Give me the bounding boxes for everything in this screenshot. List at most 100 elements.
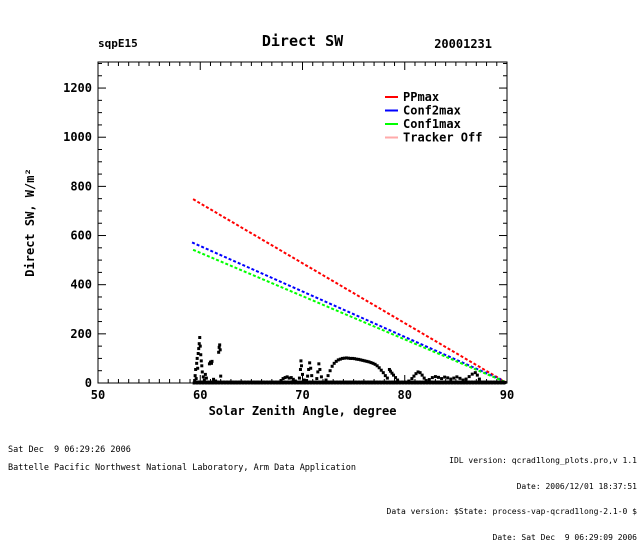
scatter-point [315,377,319,381]
scatter-point [194,367,198,371]
scatter-point [287,376,291,380]
y-axis-title: Direct SW, W/m² [23,168,37,276]
scatter-point [412,374,416,378]
scatter-point [326,374,330,378]
scatter-point [319,375,323,379]
scatter-point [310,374,314,378]
footer-provenance-block: IDL version: qcrad1long_plots.pro,v 1.1 … [200,440,637,551]
scatter-point [418,371,422,375]
site-facility-label: sqpE15 [98,37,138,50]
footer-idl-version: IDL version: qcrad1long_plots.pro,v 1.1 [449,456,637,465]
scatter-point [299,364,303,368]
scatter-point [299,359,303,363]
scatter-point [336,358,340,362]
scatter-point [449,377,453,381]
series-line-conf2max [191,241,503,381]
scatter-point [440,377,444,381]
scatter-point [218,343,222,347]
scatter-point [430,376,434,380]
scatter-point [194,377,198,381]
scatter-point [219,374,223,378]
y-tick-label: 200 [70,327,92,341]
scatter-point [375,364,379,368]
scatter-point [385,376,389,380]
scatter-point [334,359,338,363]
scatter-point [365,359,369,363]
date-stamp-label: 20001231 [434,37,492,51]
scatter-point [436,375,440,379]
scatter-point [332,361,336,365]
scatter-point [281,377,285,381]
scatter-point [383,374,387,378]
scatter-point [394,376,398,380]
scatter-point [291,377,295,381]
scatter-point [201,375,205,379]
scatter-point [317,362,321,366]
scatter-point [342,356,346,360]
series-line-conf1max [192,248,507,384]
scatter-point [301,372,304,376]
scatter-point [298,367,302,371]
scatter-point [283,376,287,380]
scatter-point [196,366,200,370]
scatter-point [357,357,361,361]
scatter-point [433,375,437,379]
scatter-point [387,367,391,371]
scatter-point [427,378,431,382]
scatter-point [209,361,213,365]
scatter-point [388,369,392,373]
scatter-point [351,356,355,360]
scatter-point [377,366,381,370]
scatter-point [390,371,394,375]
scatter-point [452,376,456,380]
scatter-point [195,356,199,360]
scatter-point [193,374,197,378]
scatter-point [217,350,221,354]
footer-process-date: Date: Sat Dec 9 06:29:09 2006 [492,532,638,542]
scatter-point [200,370,204,374]
legend-label: Conf1max [403,117,461,131]
scatter-point [396,378,400,382]
scatter-point [307,367,311,371]
scatter-point [302,378,306,382]
scatter-point [197,347,201,351]
scatter-point [458,376,462,380]
scatter-point-zero [503,381,507,385]
legend-label: Conf2max [403,104,461,118]
scatter-point [392,373,396,377]
scatter-point [473,371,477,375]
scatter-point [420,373,424,377]
scatter-point [347,356,351,360]
scatter-point [414,372,418,376]
scatter-point [369,361,373,365]
scatter-point [371,361,375,365]
scatter-point [353,357,357,361]
x-tick-label: 80 [398,388,412,402]
scatter-point [212,377,216,381]
scatter-point [193,379,197,383]
footer-idl-date: Date: 2006/12/01 18:37:51 [516,481,637,491]
scatter-point [446,376,450,380]
scatter-point [197,342,201,346]
y-tick-label: 600 [70,229,92,243]
scatter-point [477,377,481,381]
scatter-point [455,375,459,379]
scatter-point [355,357,359,361]
footer-laboratory-credit: Battelle Pacific Northwest National Labo… [8,463,356,473]
scatter-point [464,377,468,381]
scatter-point [199,359,203,363]
scatter-point [207,362,211,366]
series-line-ppmax [192,198,506,383]
scatter-point [200,364,204,368]
scatter-point [379,368,383,372]
scatter-point [381,371,385,375]
scatter-point [217,345,221,349]
scatter-point [363,359,367,363]
plot-svg: 50 60 70 80 90 0 200 400 600 800 1000 1200 Solar Zen… [23,61,514,418]
legend-label: PPmax [403,90,439,104]
scatter-point [198,336,202,340]
scatter-point [218,348,222,352]
scatter-point [297,376,301,380]
scatter-point [324,378,328,382]
scatter-point [198,344,202,348]
